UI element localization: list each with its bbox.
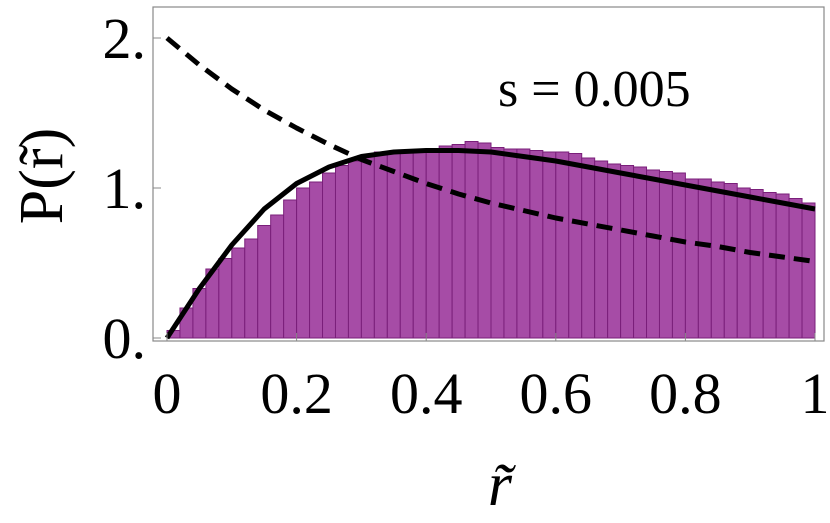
- x-tick-label: 0.6: [520, 361, 593, 426]
- histogram-bar: [360, 154, 375, 339]
- histogram-bar: [801, 202, 816, 339]
- histogram-bar: [309, 181, 324, 339]
- y-tick-label: 1.: [103, 156, 147, 221]
- histogram-bar: [775, 193, 790, 339]
- histogram-bar: [736, 187, 751, 339]
- x-axis-title: r̃: [488, 451, 516, 519]
- x-tick-label: 0.2: [260, 361, 333, 426]
- histogram-bars: [166, 141, 816, 339]
- histogram-bar: [697, 178, 712, 339]
- annotation-label: s = 0.005: [498, 61, 691, 118]
- solid-curve: [164, 148, 816, 340]
- histogram-bar: [594, 160, 609, 339]
- histogram-bar: [723, 183, 738, 339]
- histogram-bar: [658, 171, 673, 339]
- histogram-bar: [386, 151, 401, 339]
- histogram-bar: [684, 178, 699, 339]
- histogram-bar: [581, 157, 596, 339]
- histogram-bar: [607, 163, 622, 339]
- histogram-bar: [788, 198, 803, 339]
- histogram-bar: [322, 172, 336, 339]
- histogram-bar: [347, 160, 362, 339]
- histogram-bar: [542, 151, 557, 339]
- histogram-bar: [438, 145, 453, 339]
- histogram-bar: [490, 147, 505, 339]
- histogram-bar: [762, 192, 777, 339]
- histogram-bar: [334, 165, 349, 339]
- histogram-bar: [231, 247, 246, 339]
- histogram-bar: [555, 151, 570, 339]
- y-tick-label: 2.: [103, 6, 147, 71]
- histogram-bar: [296, 187, 311, 339]
- y-axis-title: P(r̃): [8, 128, 76, 224]
- y-tick-label: 0.: [103, 306, 147, 371]
- x-tick-label: 1: [801, 361, 830, 426]
- x-axis-ticks: 0 0.2 0.4 0.6 0.8 1: [153, 333, 830, 426]
- histogram-bar: [283, 199, 298, 339]
- histogram-bar: [516, 148, 531, 339]
- histogram-bar: [425, 148, 440, 339]
- histogram-bar: [529, 150, 544, 339]
- histogram-bar: [671, 172, 686, 339]
- histogram-bar: [270, 214, 285, 339]
- histogram-bar: [373, 151, 388, 339]
- histogram-bar: [646, 169, 660, 339]
- histogram-bar: [477, 142, 492, 339]
- plot-frame: [152, 6, 825, 342]
- histogram-bar: [503, 148, 518, 339]
- histogram-bar: [633, 166, 648, 339]
- curves: [164, 36, 816, 340]
- histogram-bar: [710, 181, 725, 339]
- x-tick-label: 0: [153, 361, 182, 426]
- dashed-curve: [165, 36, 816, 264]
- x-tick-label: 0.4: [390, 361, 463, 426]
- histogram-bar: [218, 258, 233, 339]
- histogram-bar: [257, 225, 272, 339]
- histogram-bar: [244, 238, 259, 339]
- histogram-bar: [464, 141, 479, 339]
- x-tick-label: 0.8: [649, 361, 722, 426]
- histogram-bar: [620, 165, 635, 339]
- histogram-bar: [568, 153, 583, 339]
- histogram-bar: [749, 189, 764, 339]
- y-axis-ticks: 0. 1. 2.: [103, 6, 161, 371]
- histogram-bar: [451, 144, 466, 339]
